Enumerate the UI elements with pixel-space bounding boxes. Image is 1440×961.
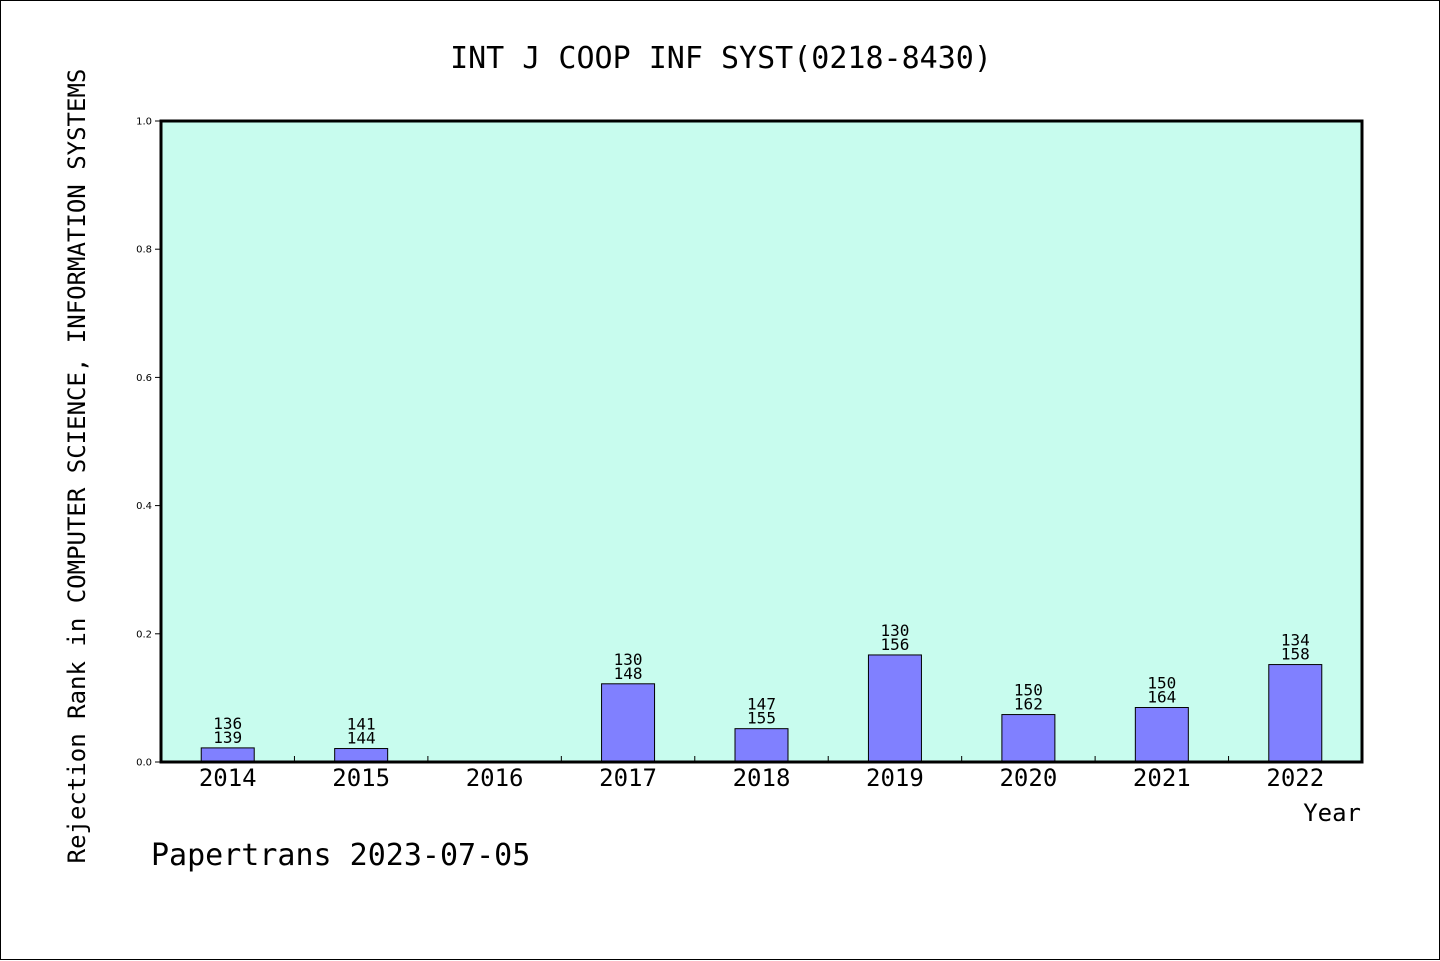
data-label-bottom: 148: [614, 664, 643, 683]
plot-background: [161, 121, 1362, 762]
plot-frame: [159, 119, 1364, 764]
data-label-top: 130: [614, 650, 643, 669]
x-tick-label: 2014: [199, 764, 257, 792]
y-axis-label: Rejection Rank in COMPUTER SCIENCE, INFO…: [63, 69, 91, 864]
bar-2017: [601, 683, 656, 763]
data-label-bottom: 164: [1147, 688, 1176, 707]
bar-2020: [1001, 714, 1056, 763]
x-axis-label: Year: [1303, 799, 1361, 827]
y-tick-label: 1.0: [136, 117, 152, 128]
footer-text: Papertrans 2023-07-05: [151, 838, 530, 873]
data-label-top: 150: [1014, 681, 1043, 700]
bar-2022: [1268, 664, 1323, 763]
x-tick-label: 2016: [466, 764, 524, 792]
y-tick-label: 0.6: [136, 373, 152, 384]
x-tick-label: 2022: [1266, 764, 1324, 792]
chart-title: INT J COOP INF SYST(0218-8430): [450, 41, 992, 76]
data-label-top: 130: [880, 621, 909, 640]
y-tick-label: 0.2: [136, 629, 152, 640]
data-label-top: 136: [213, 714, 242, 733]
x-tick-label: 2020: [999, 764, 1057, 792]
data-label-top: 134: [1281, 631, 1310, 650]
data-label-top: 150: [1147, 674, 1176, 693]
y-tick-label: 0.4: [136, 501, 152, 512]
x-tick-label: 2015: [332, 764, 390, 792]
data-label-top: 141: [347, 715, 376, 734]
bar-2018: [734, 728, 789, 763]
data-label-top: 147: [747, 695, 776, 714]
data-label-bottom: 144: [347, 729, 376, 748]
y-tick-label: 0.0: [136, 758, 152, 769]
x-tick-label: 2019: [866, 764, 924, 792]
data-label-bottom: 162: [1014, 695, 1043, 714]
y-tick-label: 0.8: [136, 245, 152, 256]
bar-2014: [200, 747, 255, 763]
bar-2015: [334, 748, 389, 763]
data-label-bottom: 158: [1281, 645, 1310, 664]
x-tick-label: 2018: [733, 764, 791, 792]
data-label-bottom: 155: [747, 709, 776, 728]
bar-2021: [1134, 707, 1189, 763]
data-label-bottom: 156: [880, 635, 909, 654]
data-label-bottom: 139: [213, 728, 242, 747]
x-tick-label: 2017: [599, 764, 657, 792]
bar-2019: [867, 654, 922, 763]
x-tick-label: 2021: [1133, 764, 1191, 792]
plot-area: 0.0 0.2 0.4 0.6 0.8 1.0 2014 2015 2016 2017 2018 20…: [136, 117, 1364, 792]
